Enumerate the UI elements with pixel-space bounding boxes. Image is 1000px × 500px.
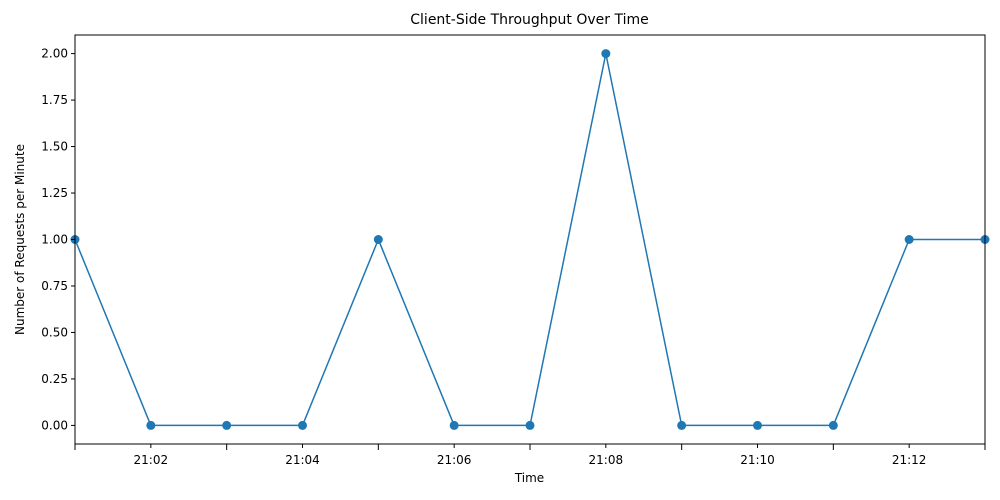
x-tick-label: 21:08: [589, 453, 624, 467]
data-point: [828, 420, 838, 430]
x-tick-label: 21:10: [740, 453, 775, 467]
y-tick-label: 0.00: [41, 418, 68, 432]
chart-title: Client-Side Throughput Over Time: [410, 12, 648, 28]
y-axis-title: Number of Requests per Minute: [13, 144, 27, 335]
y-tick-label: 1.25: [41, 186, 68, 200]
y-tick-label: 1.00: [41, 233, 68, 247]
data-point: [449, 420, 459, 430]
data-point: [373, 235, 383, 244]
data-point: [904, 235, 914, 244]
x-axis-title: Time: [514, 471, 544, 485]
data-point: [753, 420, 762, 430]
data-point: [601, 49, 611, 59]
x-tick-label: 21:04: [285, 453, 320, 467]
data-point: [677, 420, 687, 430]
y-tick-label: 0.25: [41, 372, 68, 386]
axes: 0.00 0.25 0.50 0.75 1.00 1.25 1.50 1.75 2.00 21:0…: [41, 34, 986, 467]
y-tick-label: 2.00: [41, 47, 68, 61]
x-tick-label: 21:06: [437, 453, 472, 467]
y-tick-label: 1.75: [41, 93, 68, 107]
data-point: [222, 420, 232, 430]
y-tick-label: 0.50: [41, 325, 68, 339]
data-point: [298, 420, 307, 430]
x-tick-label: 21:02: [134, 453, 169, 467]
y-tick-label: 1.50: [41, 140, 68, 154]
x-tick-label: 21:12: [892, 453, 927, 467]
data-point: [146, 420, 156, 430]
data-point: [525, 420, 535, 430]
plot-area: [70, 49, 990, 430]
y-tick-label: 0.75: [41, 279, 68, 293]
